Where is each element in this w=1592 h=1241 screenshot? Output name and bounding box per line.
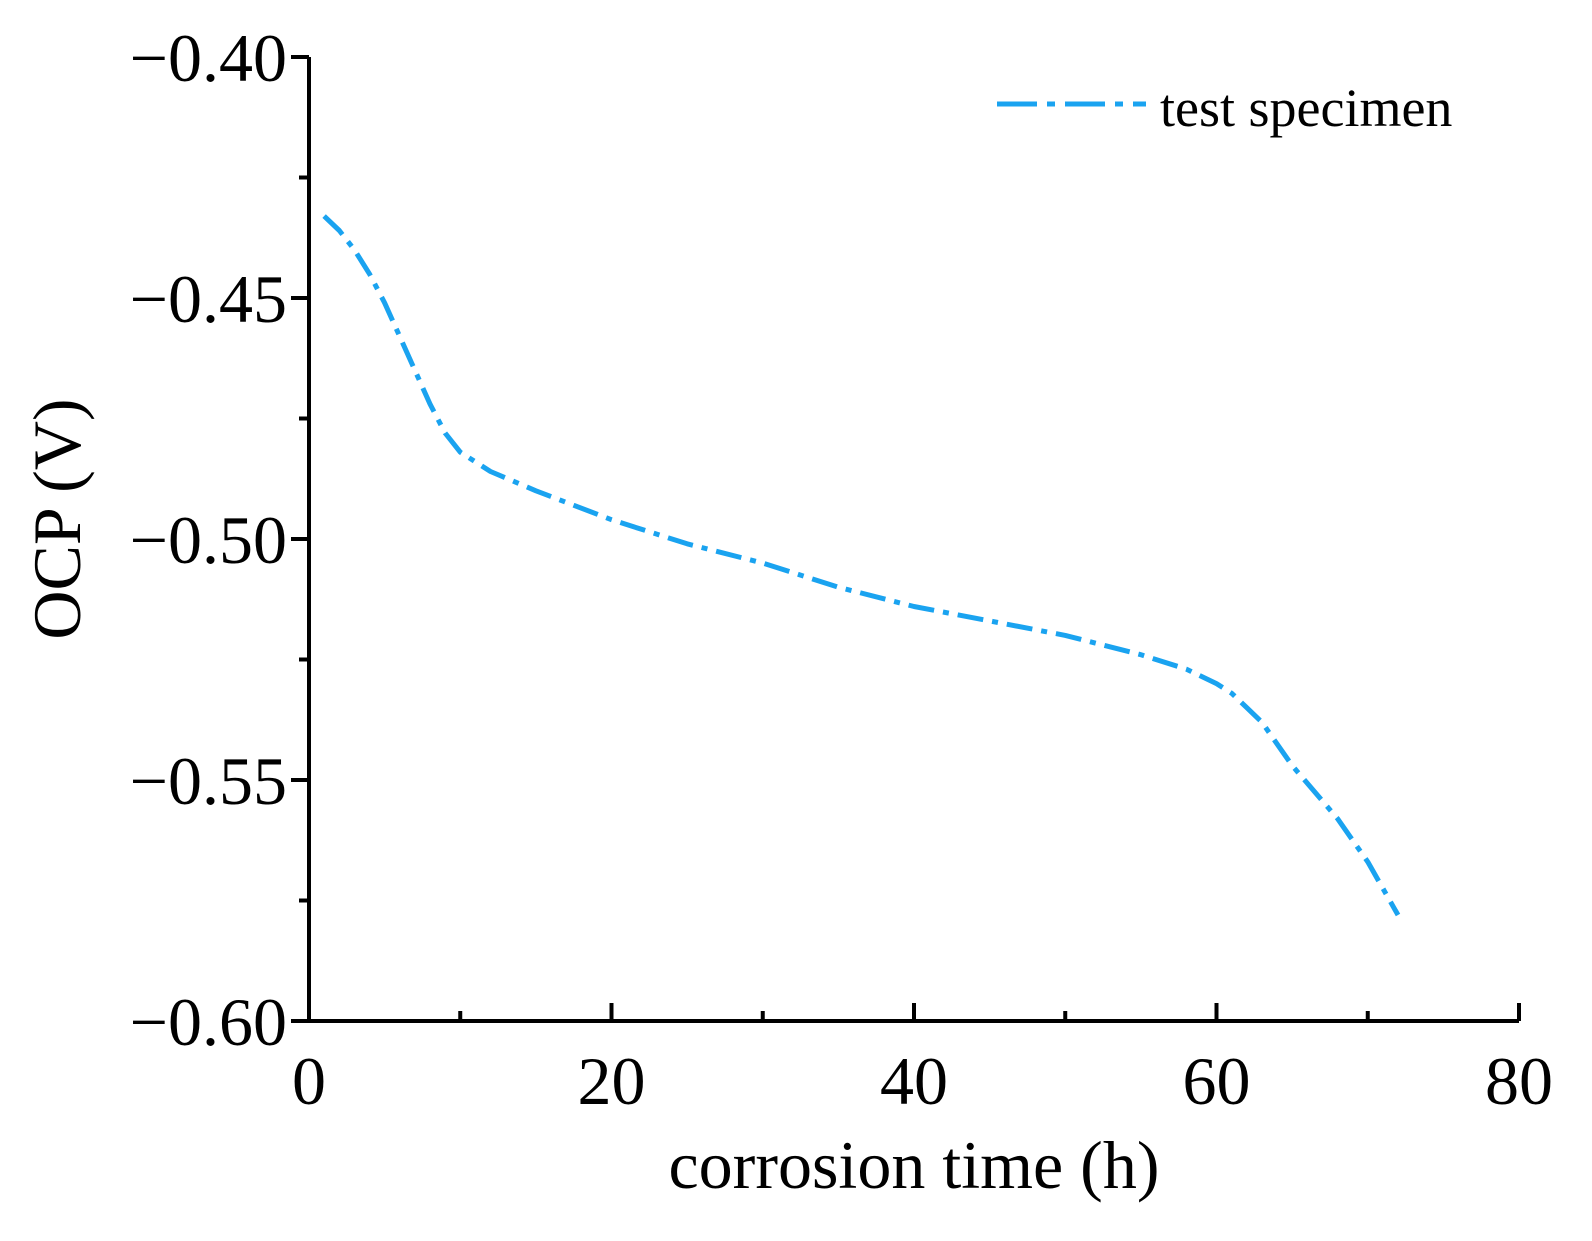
x-tick-label: 40 [880, 1043, 948, 1119]
y-axis-ticks: −0.40 −0.45 −0.50 −0.55 −0.60 [130, 20, 309, 1060]
x-tick-label: 0 [292, 1043, 326, 1119]
x-axis-label: corrosion time (h) [669, 1127, 1160, 1203]
y-tick-label: −0.45 [130, 261, 287, 337]
legend: test specimen [997, 78, 1452, 138]
legend-label-test-specimen: test specimen [1160, 78, 1452, 138]
plot-axes [307, 57, 1519, 1023]
series-layer [322, 214, 1401, 917]
y-tick-label: −0.55 [130, 743, 287, 819]
y-axis-label: OCP (V) [19, 398, 95, 639]
x-tick-label: 80 [1485, 1043, 1553, 1119]
x-axis-ticks: 0 20 40 60 80 [292, 1003, 1553, 1119]
x-tick-label: 60 [1183, 1043, 1251, 1119]
y-tick-label: −0.50 [130, 502, 287, 578]
series-line-test-specimen [322, 214, 1401, 917]
y-tick-label: −0.40 [130, 20, 287, 96]
x-tick-label: 20 [578, 1043, 646, 1119]
y-tick-label: −0.60 [130, 984, 287, 1060]
